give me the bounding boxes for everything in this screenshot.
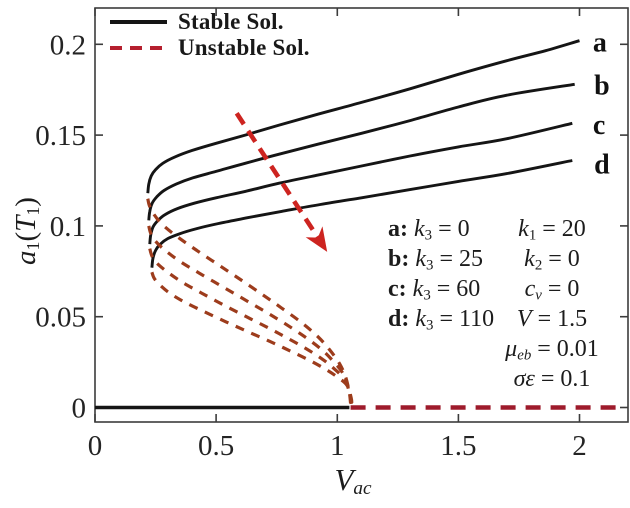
series-stable-b xyxy=(147,82,575,221)
x-tick-label: 0 xyxy=(88,430,103,462)
legend-item-stable: Stable Sol. xyxy=(110,9,310,35)
series-unstable-d xyxy=(150,271,354,404)
y-tick-label: 0 xyxy=(72,393,87,425)
x-tick-label: 1 xyxy=(330,430,345,462)
series-stable-d xyxy=(150,159,573,268)
series-unstable-b xyxy=(147,225,353,405)
curve-label-a: a xyxy=(593,28,607,59)
series-stable-a xyxy=(146,39,580,194)
y-tick-label: 0.1 xyxy=(50,211,86,243)
series-unstable-c xyxy=(148,248,353,405)
legend: Stable Sol. Unstable Sol. xyxy=(110,9,310,61)
legend-label-unstable: Unstable Sol. xyxy=(178,35,310,60)
legend-label-stable: Stable Sol. xyxy=(178,9,284,34)
x-tick-label: 0.5 xyxy=(198,430,234,462)
stable-line-sample xyxy=(110,20,167,24)
x-tick-label: 2 xyxy=(572,430,587,462)
curve-label-c: c xyxy=(593,110,605,141)
jump-arrow xyxy=(234,112,328,252)
series-unstable-a xyxy=(146,198,353,404)
y-tick-label: 0.15 xyxy=(35,120,86,152)
unstable-line-sample xyxy=(110,45,167,51)
y-tick-label: 0.05 xyxy=(35,302,86,334)
curve-label-d: d xyxy=(594,149,610,180)
axes-box xyxy=(94,7,629,423)
curve-label-b: b xyxy=(594,70,610,101)
y-tick-label: 0.2 xyxy=(50,29,86,61)
legend-item-unstable: Unstable Sol. xyxy=(110,35,310,61)
x-tick-label: 1.5 xyxy=(440,430,476,462)
series-stable-c xyxy=(148,121,573,245)
